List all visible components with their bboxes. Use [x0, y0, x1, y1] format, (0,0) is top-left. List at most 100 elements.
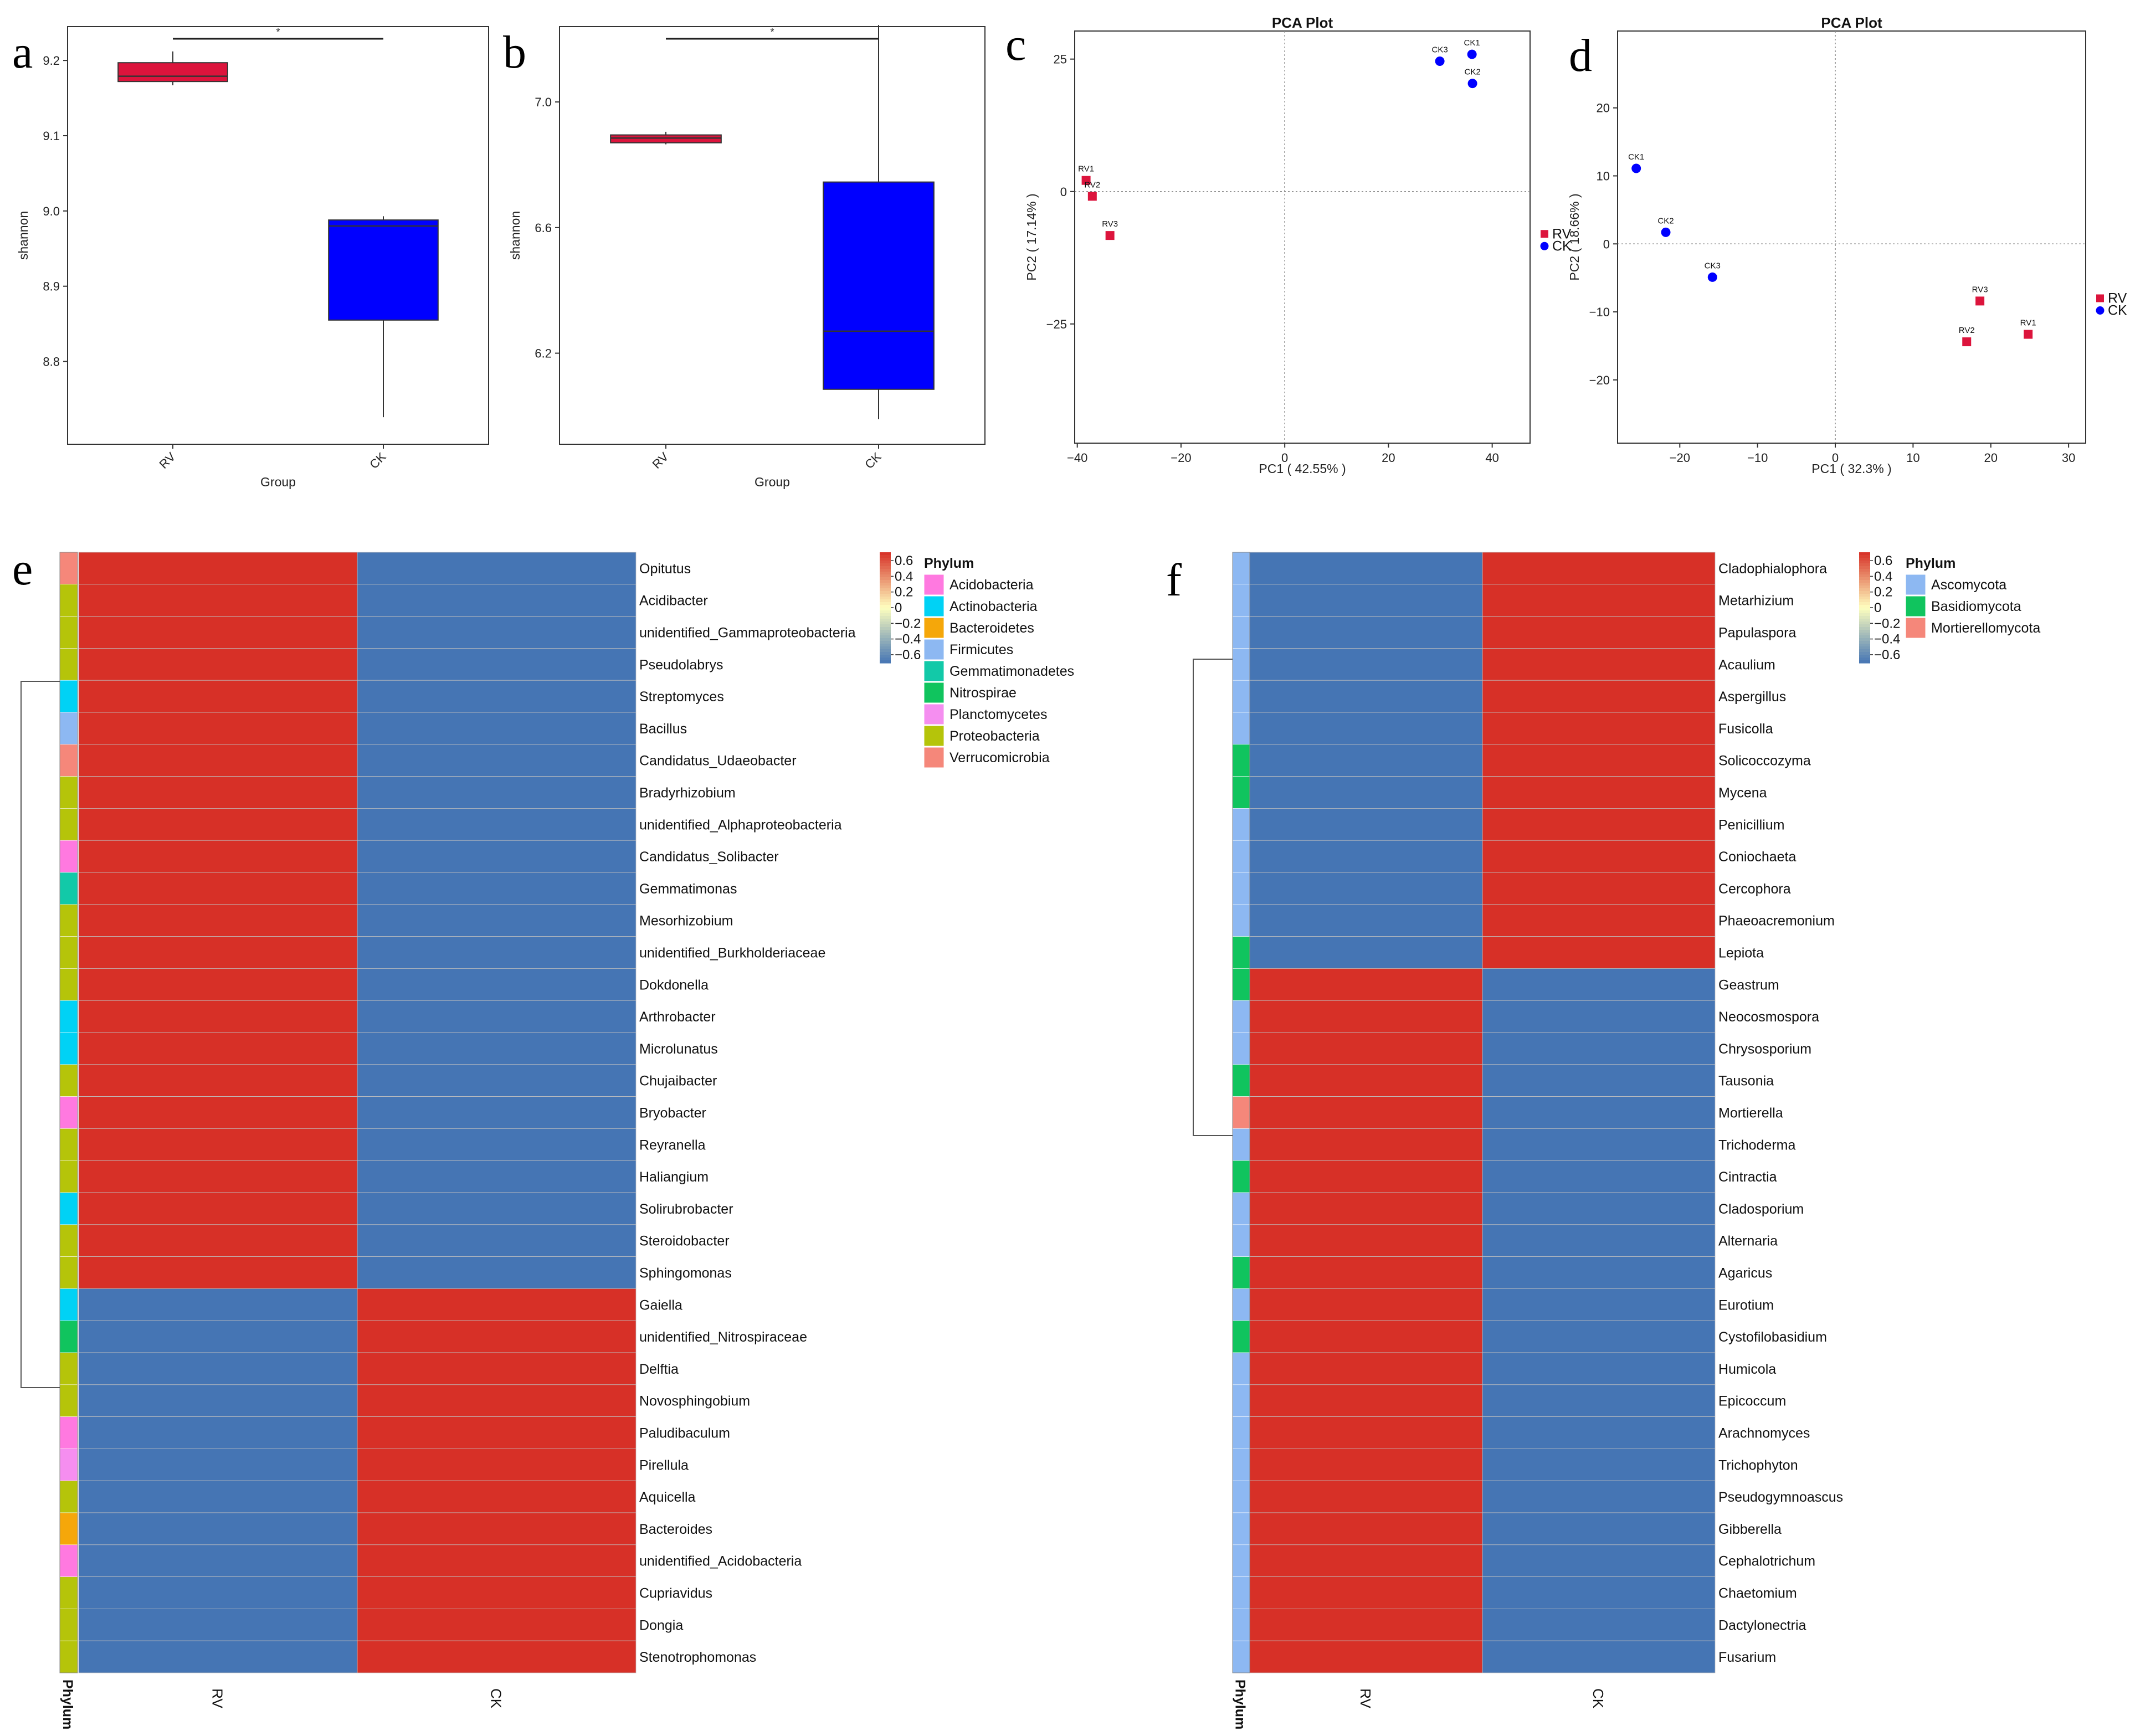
legend-label: RV — [2108, 290, 2127, 306]
row-label: Geastrum — [1718, 977, 1779, 993]
heatmap-cell — [357, 1544, 637, 1578]
phylum-annotation-cell — [1232, 616, 1250, 649]
phylum-annotation-cell — [1232, 1449, 1250, 1481]
color-scale-step — [880, 591, 891, 594]
phylum-annotation-cell — [1232, 744, 1250, 777]
phylum-annotation-cell — [1232, 776, 1250, 809]
phylum-annotation-cell — [1232, 1512, 1250, 1545]
color-scale-tick-label: 0.6 — [1874, 553, 1892, 568]
heatmap-cell — [1249, 1128, 1483, 1161]
heatmap-row: Cephalotrichum — [1232, 1544, 1815, 1578]
phylum-annotation-cell — [1232, 1640, 1250, 1673]
phylum-annotation-cell — [59, 616, 78, 649]
phylum-legend: Phylum Ascomycota Basidiomycota Mortierello… — [1905, 556, 2040, 639]
heatmap-cell — [357, 872, 637, 905]
phylum-annotation-cell — [59, 1512, 78, 1545]
row-label: unidentified_Nitrospiraceae — [639, 1329, 807, 1345]
phylum-annotation-cell — [59, 1288, 78, 1321]
heatmap-cell — [1482, 968, 1716, 1001]
phylum-annotation-cell — [1232, 1160, 1250, 1193]
point-label: CK1 — [1464, 38, 1480, 48]
plot-frame — [67, 26, 489, 445]
legend-swatch — [923, 703, 945, 725]
x-axis-label: PC1 ( 42.55% ) — [1259, 461, 1346, 476]
heatmap-row: Gibberella — [1232, 1512, 1782, 1545]
phylum-annotation-cell — [59, 1224, 78, 1257]
color-scale-step — [880, 616, 891, 619]
heatmap-cell — [78, 648, 358, 681]
heatmap-cell — [1482, 584, 1716, 617]
heatmap-cell — [357, 1224, 637, 1257]
y-tick-label: 7.0 — [535, 95, 552, 109]
color-scale-step — [880, 605, 891, 608]
heatmap-row: Pseudolabrys — [59, 648, 723, 681]
heatmap-cell — [357, 584, 637, 617]
row-label: Agaricus — [1718, 1266, 1772, 1281]
y-tick-label: 0 — [1603, 237, 1610, 251]
row-label: Dokdonella — [639, 977, 709, 993]
row-label: Lepiota — [1718, 946, 1764, 961]
box-body — [328, 219, 439, 321]
phylum-annotation-cell — [1232, 968, 1250, 1001]
data-point-rv1 — [2024, 330, 2033, 339]
phylum-legend: Phylum Acidobacteria Actinobacteria Bactero… — [923, 556, 1074, 768]
heatmap-cell — [1249, 1096, 1483, 1129]
color-scale-step — [1859, 602, 1870, 605]
dendrogram — [20, 681, 60, 1388]
heatmap-row: Acaulium — [1232, 648, 1775, 681]
row-label: Arachnomyces — [1718, 1426, 1810, 1441]
heatmap-row: Gemmatimonas — [59, 872, 737, 905]
heatmap-cell — [78, 1288, 358, 1321]
legend-swatch — [923, 747, 945, 768]
point-label: RV2 — [1959, 326, 1975, 335]
box-plot-a: a 8.8 8.9 9.0 9.1 9.2 RV CK * Group shannon — [12, 26, 489, 489]
heatmap-row: Microlunatus — [59, 1032, 718, 1065]
heatmap-cell — [78, 1320, 358, 1353]
heatmap-cell — [357, 712, 637, 745]
legend-label: CK — [1552, 238, 1572, 254]
color-scale-tick-label: 0 — [1874, 600, 1881, 615]
pca-plot-d: d PCA Plot −20 −10 0 10 20 30 20 10 0 −10 −20 CK1 CK2 C… — [1567, 14, 2127, 476]
color-scale-step — [1859, 558, 1870, 561]
column-label: RV — [209, 1688, 226, 1708]
row-label: Stenotrophomonas — [639, 1650, 756, 1665]
heatmap-row: Bacteroides — [59, 1512, 712, 1545]
heatmap-cell — [1249, 1192, 1483, 1225]
phylum-annotation-cell — [59, 968, 78, 1001]
heatmap-cell — [78, 776, 358, 809]
heatmap-row: Streptomyces — [59, 680, 724, 713]
heatmap-cell — [1482, 680, 1716, 713]
phylum-annotation-cell — [1232, 648, 1250, 681]
heatmap-cell — [78, 1640, 358, 1673]
phylum-annotation-cell — [1232, 936, 1250, 969]
color-scale-step — [1859, 655, 1870, 658]
annotation-frame — [59, 552, 78, 1673]
heatmap-cell — [357, 1512, 637, 1545]
row-label: Candidatus_Solibacter — [639, 849, 779, 865]
x-tick-label: RV — [157, 450, 178, 471]
phylum-annotation-cell — [59, 1352, 78, 1385]
row-label: Mortierella — [1718, 1106, 1783, 1121]
color-scale-step — [1859, 619, 1870, 622]
data-point-rv3 — [1105, 231, 1115, 240]
phylum-annotation-cell — [1232, 1288, 1250, 1321]
color-scale-step — [1859, 616, 1870, 619]
heatmap-cell — [78, 616, 358, 649]
color-scale-tick-label: 0.2 — [1874, 585, 1892, 600]
heatmap-row: unidentified_Gammaproteobacteria — [59, 616, 856, 649]
box-body — [117, 62, 228, 83]
legend-label: RV — [1552, 226, 1572, 242]
color-scale-step — [1859, 580, 1870, 583]
legend-label: Proteobacteria — [949, 728, 1040, 744]
heatmap-cell — [1482, 552, 1716, 585]
phylum-annotation-cell — [59, 1609, 78, 1641]
heatmap-cell — [1249, 1032, 1483, 1065]
legend-label: Verrucomicrobia — [949, 750, 1050, 766]
heatmap-cell — [1249, 1224, 1483, 1257]
heatmap-cell — [357, 1032, 637, 1065]
x-tick-label: 20 — [1382, 451, 1395, 465]
heatmap-cell — [78, 1448, 358, 1481]
color-scale-step — [880, 660, 891, 664]
phylum-annotation-cell — [1232, 1480, 1250, 1513]
color-scale-step — [880, 597, 891, 600]
